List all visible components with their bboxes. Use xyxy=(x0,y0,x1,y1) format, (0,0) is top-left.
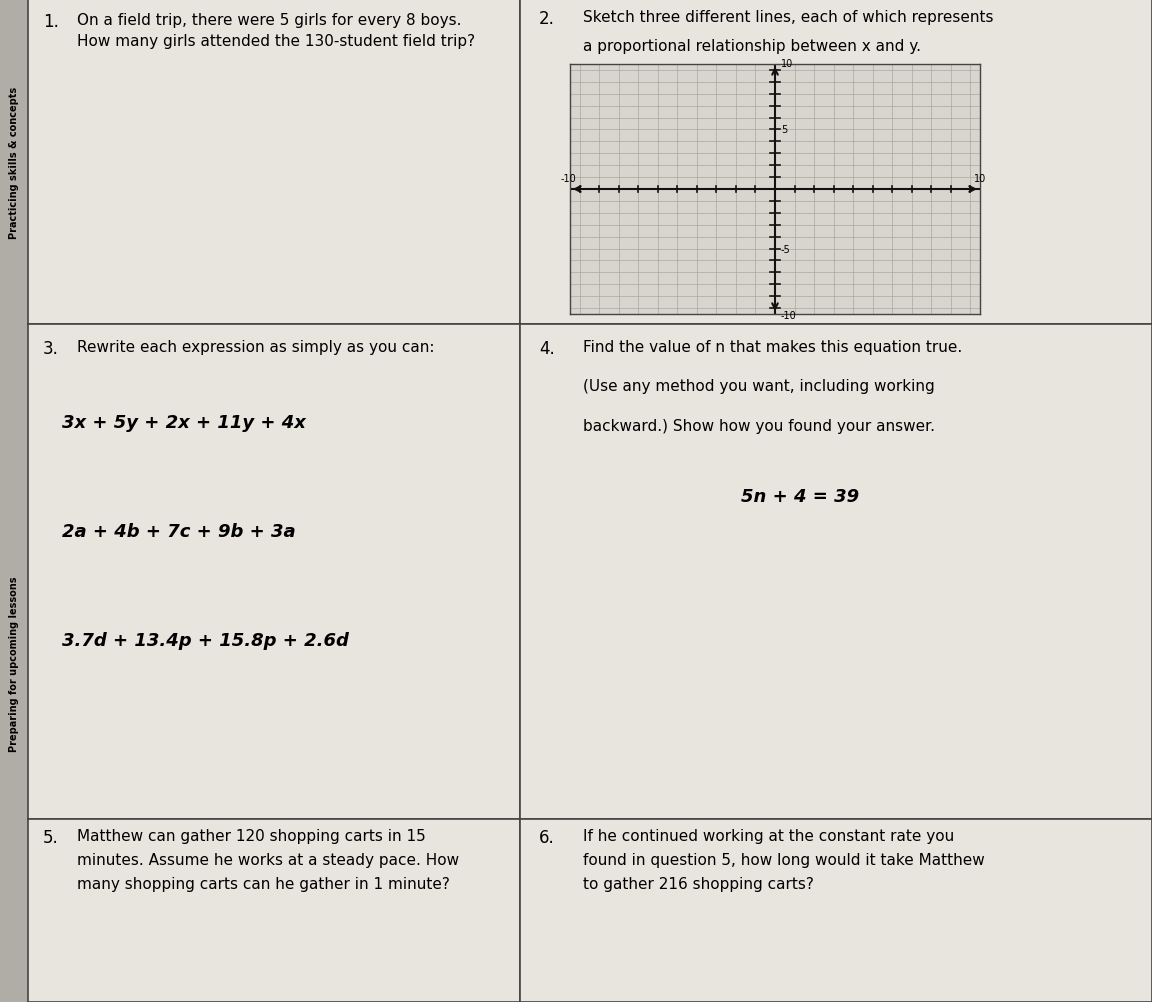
Text: -5: -5 xyxy=(781,244,790,255)
Text: 10: 10 xyxy=(975,174,986,183)
Text: Sketch three different lines, each of which represents: Sketch three different lines, each of wh… xyxy=(583,10,994,25)
Text: minutes. Assume he works at a steady pace. How: minutes. Assume he works at a steady pac… xyxy=(77,852,460,867)
Text: -10: -10 xyxy=(781,311,796,321)
Text: 3.7d + 13.4p + 15.8p + 2.6d: 3.7d + 13.4p + 15.8p + 2.6d xyxy=(62,631,349,649)
Text: backward.) Show how you found your answer.: backward.) Show how you found your answe… xyxy=(583,419,935,434)
Text: Rewrite each expression as simply as you can:: Rewrite each expression as simply as you… xyxy=(77,340,434,355)
Text: (Use any method you want, including working: (Use any method you want, including work… xyxy=(583,379,935,394)
Text: 4.: 4. xyxy=(539,340,555,358)
Text: 5n + 4 = 39: 5n + 4 = 39 xyxy=(741,488,859,506)
Text: 1.: 1. xyxy=(43,13,59,31)
Text: to gather 216 shopping carts?: to gather 216 shopping carts? xyxy=(583,876,814,891)
Text: a proportional relationship between x and y.: a proportional relationship between x an… xyxy=(583,39,922,54)
Text: 3.: 3. xyxy=(43,340,59,358)
Text: 2.: 2. xyxy=(539,10,555,28)
Text: -10: -10 xyxy=(560,174,576,183)
Text: Matthew can gather 120 shopping carts in 15: Matthew can gather 120 shopping carts in… xyxy=(77,829,426,844)
Text: 2a + 4b + 7c + 9b + 3a: 2a + 4b + 7c + 9b + 3a xyxy=(62,522,296,540)
Text: On a field trip, there were 5 girls for every 8 boys.
How many girls attended th: On a field trip, there were 5 girls for … xyxy=(77,13,476,49)
Text: Practicing skills & concepts: Practicing skills & concepts xyxy=(9,86,18,238)
Text: found in question 5, how long would it take Matthew: found in question 5, how long would it t… xyxy=(583,852,985,867)
Text: many shopping carts can he gather in 1 minute?: many shopping carts can he gather in 1 m… xyxy=(77,876,450,891)
Text: Find the value of n that makes this equation true.: Find the value of n that makes this equa… xyxy=(583,340,962,355)
Text: 6.: 6. xyxy=(539,829,555,847)
Text: 3x + 5y + 2x + 11y + 4x: 3x + 5y + 2x + 11y + 4x xyxy=(62,414,306,432)
Text: 5: 5 xyxy=(781,125,787,135)
Text: 10: 10 xyxy=(781,58,793,68)
Text: 5.: 5. xyxy=(43,829,59,847)
Text: If he continued working at the constant rate you: If he continued working at the constant … xyxy=(583,829,955,844)
Text: Preparing for upcoming lessons: Preparing for upcoming lessons xyxy=(9,576,18,752)
